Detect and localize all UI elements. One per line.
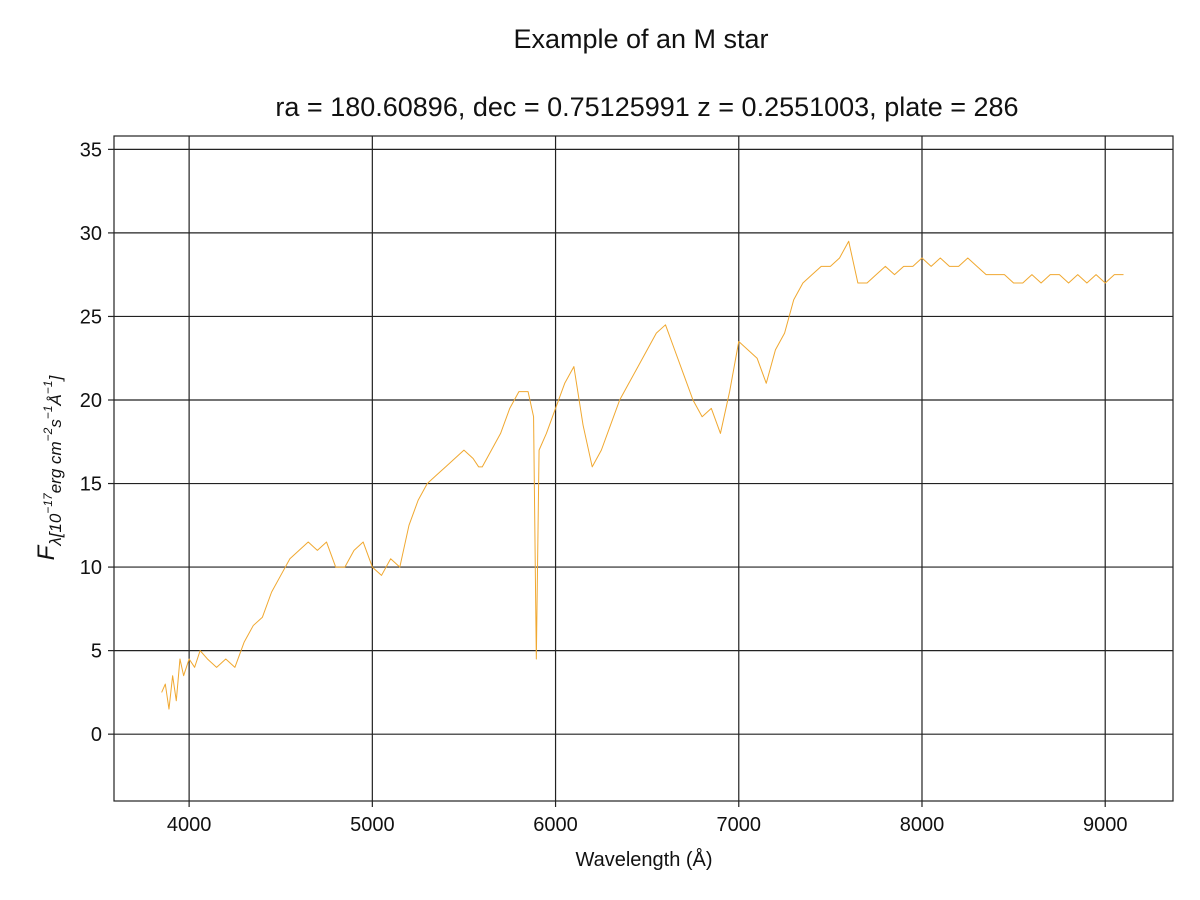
x-tick-label: 8000	[900, 814, 945, 836]
chart-title: Example of an M star	[513, 24, 768, 54]
x-tick-label: 6000	[533, 814, 578, 836]
x-tick-label: 5000	[350, 814, 395, 836]
y-tick-label: 30	[80, 223, 102, 245]
x-axis-label: Wavelength (Å)	[575, 848, 712, 871]
grid-lines	[114, 136, 1173, 801]
chart-subtitle: ra = 180.60896, dec = 0.75125991 z = 0.2…	[275, 92, 1018, 122]
y-tick-label: 15	[80, 474, 102, 496]
y-tick-label: 5	[91, 641, 102, 663]
y-axis-label: Fλ[10−17erg cm−2s−1Å−1]	[33, 374, 65, 560]
x-tick-label: 7000	[717, 814, 762, 836]
y-tick-label: 0	[91, 724, 102, 746]
axis-ticks: 4000 5000 6000 7000 8000 9000 0 5 10 15 20 25 30 35	[80, 139, 1128, 836]
x-tick-label: 4000	[167, 814, 212, 836]
spectrum-series-line	[161, 240, 1124, 710]
plot-frame	[113, 135, 1174, 802]
y-tick-label: 20	[80, 390, 102, 412]
y-tick-label: 35	[80, 139, 102, 161]
x-tick-label: 9000	[1083, 814, 1128, 836]
y-tick-label: 10	[80, 557, 102, 579]
y-tick-label: 25	[80, 306, 102, 328]
